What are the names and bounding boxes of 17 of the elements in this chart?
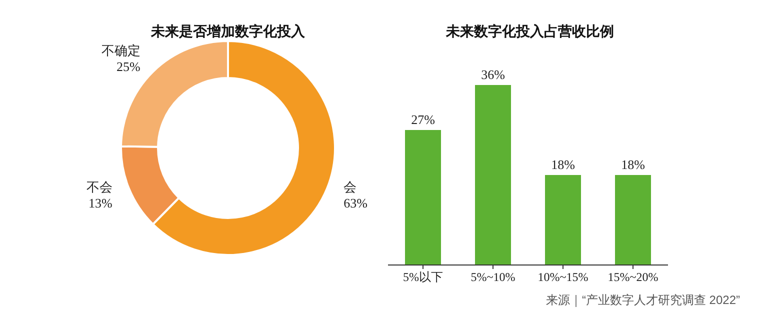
data-label: 63% xyxy=(344,195,368,210)
data-label: 13% xyxy=(88,195,112,210)
data-label: 25% xyxy=(116,58,140,74)
slice-label: 不会 xyxy=(86,179,112,194)
slice-label: 不确定 xyxy=(101,42,140,58)
source-note: 来源｜“产业数字人才研究调查 2022” xyxy=(546,293,740,307)
x-tick-label: 15%~20% xyxy=(608,270,658,284)
x-tick-label: 10%~15% xyxy=(538,270,588,284)
chart-title: 未来数字化投入占营收比例 xyxy=(445,23,614,39)
data-label: 27% xyxy=(411,112,436,127)
x-tick-label: 5%~10% xyxy=(470,270,516,284)
slice-label: 会 xyxy=(344,179,357,194)
x-tick-label: 5%以下 xyxy=(403,270,443,284)
data-label: 18% xyxy=(621,157,646,172)
data-label: 18% xyxy=(551,157,576,172)
chart-title: 未来是否增加数字化投入 xyxy=(150,23,306,39)
data-label: 36% xyxy=(481,67,506,82)
